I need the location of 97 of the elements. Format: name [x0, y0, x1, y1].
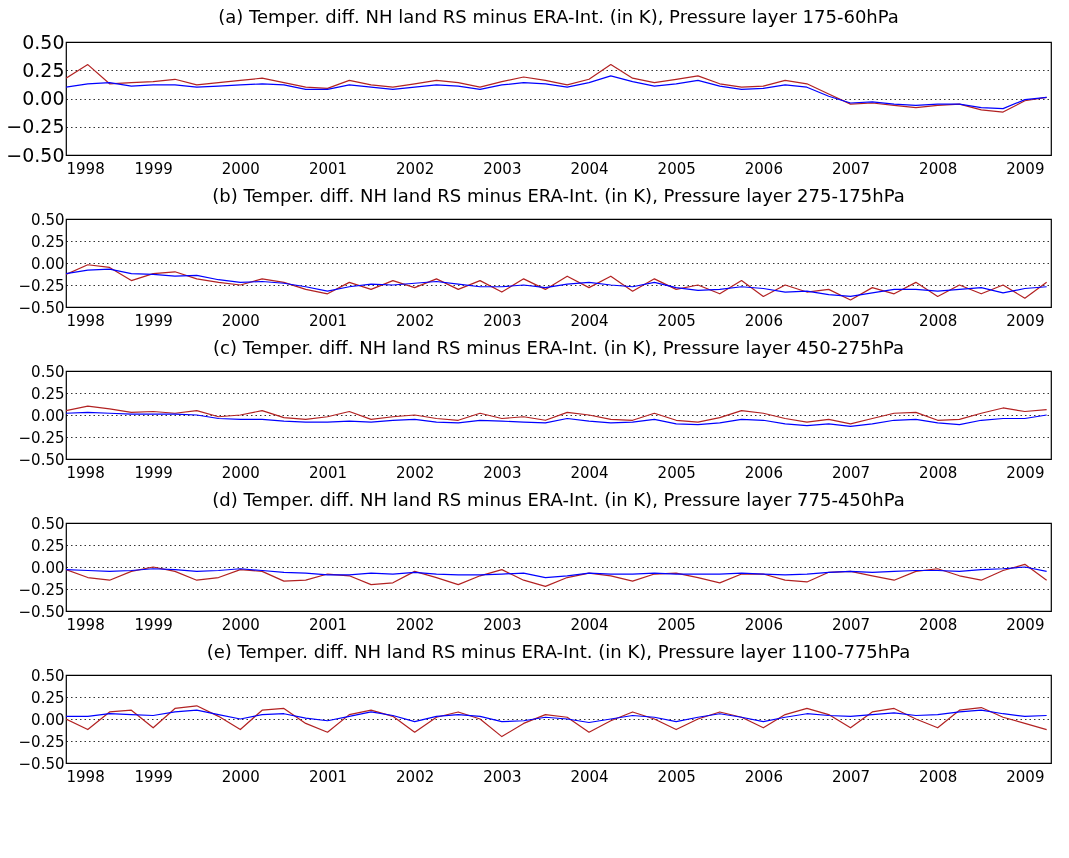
y-tick-label: −0.50: [18, 450, 65, 469]
y-tick-label: 0.25: [31, 688, 65, 707]
x-tick-label: 2005: [657, 767, 696, 786]
y-tick-label: 0.50: [31, 362, 65, 381]
x-tick-label: 2002: [396, 615, 435, 634]
line-series: [66, 563, 1048, 587]
y-tick-label: 0.25: [22, 58, 65, 81]
chart-title: (b) Temper. diff. NH land RS minus ERA-Int. (in K), Pressure layer 275-175hPa: [212, 185, 905, 206]
y-tick-label: 0.00: [31, 558, 65, 577]
x-tick-label: 2001: [308, 463, 348, 482]
line-series: [66, 411, 1048, 428]
x-tick-label: 2002: [396, 767, 435, 786]
x-tick-label: 2002: [396, 463, 435, 482]
y-tick-label: 0.00: [31, 710, 65, 729]
line-series: [66, 75, 1048, 110]
x-tick-label: 2004: [570, 159, 609, 178]
line-series: [66, 705, 1048, 738]
y-tick-label: 0.50: [31, 514, 65, 533]
x-tick-label: 2006: [744, 463, 783, 482]
x-tick-label: 1999: [134, 311, 173, 330]
x-tick-label: 2004: [570, 767, 609, 786]
chart-title: (c) Temper. diff. NH land RS minus ERA-Int. (in K), Pressure layer 450-275hPa: [213, 337, 904, 358]
x-tick-label: 1998: [66, 463, 105, 482]
x-tick-label: 2008: [919, 767, 958, 786]
x-tick-label: 2009: [1006, 615, 1045, 634]
x-tick-label: 2008: [919, 463, 958, 482]
line-series: [66, 405, 1048, 425]
x-tick-label: 2004: [570, 463, 609, 482]
y-tick-label: −0.25: [18, 732, 65, 751]
x-tick-label: 1999: [134, 463, 173, 482]
x-tick-label: 2008: [919, 615, 958, 634]
x-tick-label: 2001: [308, 159, 348, 178]
y-tick-label: 0.25: [31, 384, 65, 403]
x-tick-label: 2000: [221, 615, 260, 634]
x-tick-label: 2009: [1006, 767, 1045, 786]
x-tick-label: 2005: [657, 311, 696, 330]
chart-title: (d) Temper. diff. NH land RS minus ERA-Int. (in K), Pressure layer 775-450hPa: [212, 489, 905, 510]
x-tick-label: 2001: [308, 767, 348, 786]
x-tick-label: 1999: [134, 767, 173, 786]
x-tick-label: 2007: [831, 311, 871, 330]
x-tick-label: 1999: [134, 159, 173, 178]
x-tick-label: 2000: [221, 311, 260, 330]
x-tick-label: 2009: [1006, 463, 1045, 482]
x-tick-label: 2006: [744, 767, 783, 786]
y-tick-label: −0.50: [6, 143, 65, 166]
y-tick-label: 0.25: [31, 232, 65, 251]
x-tick-label: 2006: [744, 159, 783, 178]
x-tick-label: 2004: [570, 615, 609, 634]
x-tick-label: 2006: [744, 311, 783, 330]
y-tick-label: −0.50: [18, 602, 65, 621]
x-tick-label: 2008: [919, 159, 958, 178]
y-tick-label: −0.25: [18, 276, 65, 295]
x-tick-label: 2000: [221, 463, 260, 482]
x-tick-label: 2007: [831, 615, 871, 634]
y-tick-label: 0.50: [22, 30, 65, 53]
y-tick-label: 0.50: [31, 210, 65, 229]
x-tick-label: 1998: [66, 767, 105, 786]
x-tick-label: 2002: [396, 159, 435, 178]
x-tick-label: 2003: [483, 463, 522, 482]
x-tick-label: 2007: [831, 159, 871, 178]
y-tick-label: 0.00: [31, 406, 65, 425]
x-tick-label: 2009: [1006, 311, 1045, 330]
x-tick-label: 2002: [396, 311, 435, 330]
x-tick-label: 1999: [134, 615, 173, 634]
x-tick-label: 1998: [66, 615, 105, 634]
chart-title: (a) Temper. diff. NH land RS minus ERA-Int. (in K), Pressure layer 175-60hPa: [218, 6, 899, 27]
x-tick-label: 2007: [831, 767, 871, 786]
x-tick-label: 2000: [221, 159, 260, 178]
x-tick-label: 2003: [483, 767, 522, 786]
y-tick-label: −0.25: [18, 428, 65, 447]
y-tick-label: 0.00: [31, 254, 65, 273]
x-tick-label: 2005: [657, 159, 696, 178]
y-tick-label: −0.50: [18, 298, 65, 317]
x-tick-label: 1998: [66, 159, 105, 178]
x-tick-label: 2008: [919, 311, 958, 330]
x-tick-label: 2001: [308, 311, 348, 330]
x-tick-label: 2000: [221, 767, 260, 786]
x-tick-label: 2005: [657, 615, 696, 634]
y-tick-label: 0.50: [31, 666, 65, 685]
x-tick-label: 2003: [483, 311, 522, 330]
chart-title: (e) Temper. diff. NH land RS minus ERA-Int. (in K), Pressure layer 1100-775hPa: [206, 641, 911, 662]
x-tick-label: 2006: [744, 615, 783, 634]
line-series: [66, 566, 1048, 579]
y-tick-label: −0.25: [18, 580, 65, 599]
x-tick-label: 2007: [831, 463, 871, 482]
y-tick-label: 0.25: [31, 536, 65, 555]
y-tick-label: −0.50: [18, 754, 65, 773]
y-tick-label: 0.00: [22, 87, 65, 109]
y-tick-label: −0.25: [6, 115, 65, 138]
x-tick-label: 2004: [570, 311, 609, 330]
x-tick-label: 2001: [308, 615, 348, 634]
x-tick-label: 1998: [66, 311, 105, 330]
x-tick-label: 2009: [1006, 159, 1045, 178]
x-tick-label: 2003: [483, 159, 522, 178]
x-tick-label: 2003: [483, 615, 522, 634]
line-series: [66, 709, 1048, 724]
x-tick-label: 2005: [657, 463, 696, 482]
